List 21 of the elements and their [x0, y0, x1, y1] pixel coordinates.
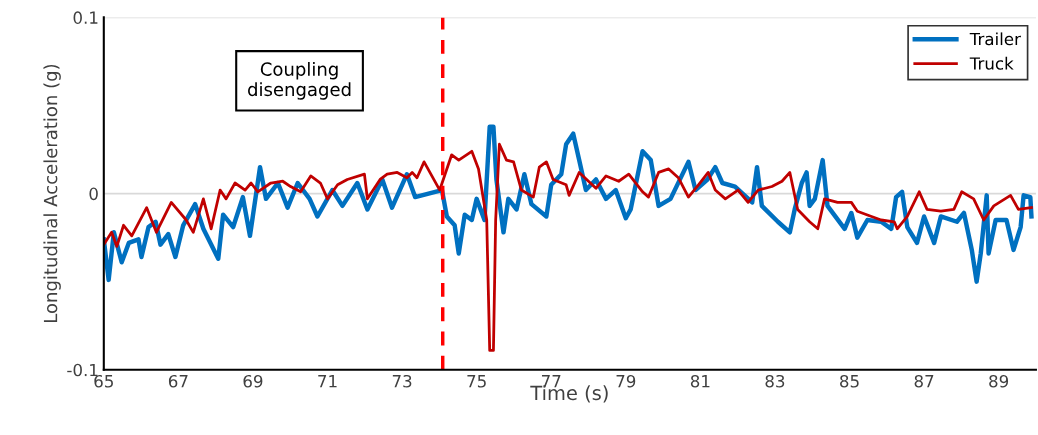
y-tick-label: 0.1 [73, 11, 98, 24]
y-tick-label: -0.1 [67, 363, 98, 377]
legend-label: Truck [969, 56, 1014, 70]
x-tick-label: 71 [318, 375, 337, 388]
x-tick-label: 81 [690, 374, 710, 388]
annotation: Coupling disengaged [248, 61, 351, 100]
x-tick-label: 73 [392, 374, 412, 388]
line-series [103, 124, 1034, 284]
x-tick-label: 87 [914, 374, 934, 388]
y-tick-label: 0 [89, 187, 98, 201]
x-tick-label: 65 [94, 374, 113, 388]
line-series [103, 142, 1033, 352]
legend-label: Trailer [969, 32, 1021, 46]
x-tick-label: 79 [616, 374, 636, 388]
x-tick-label: 83 [765, 374, 785, 388]
x-tick-label: 69 [243, 374, 263, 388]
y-axis-title: Longitudinal Acceleration (g) [43, 64, 61, 323]
x-tick-label: 75 [467, 375, 486, 388]
x-tick-label: 67 [168, 374, 188, 388]
x-tick-label: 85 [840, 374, 859, 388]
x-tick-label: 89 [989, 374, 1009, 388]
